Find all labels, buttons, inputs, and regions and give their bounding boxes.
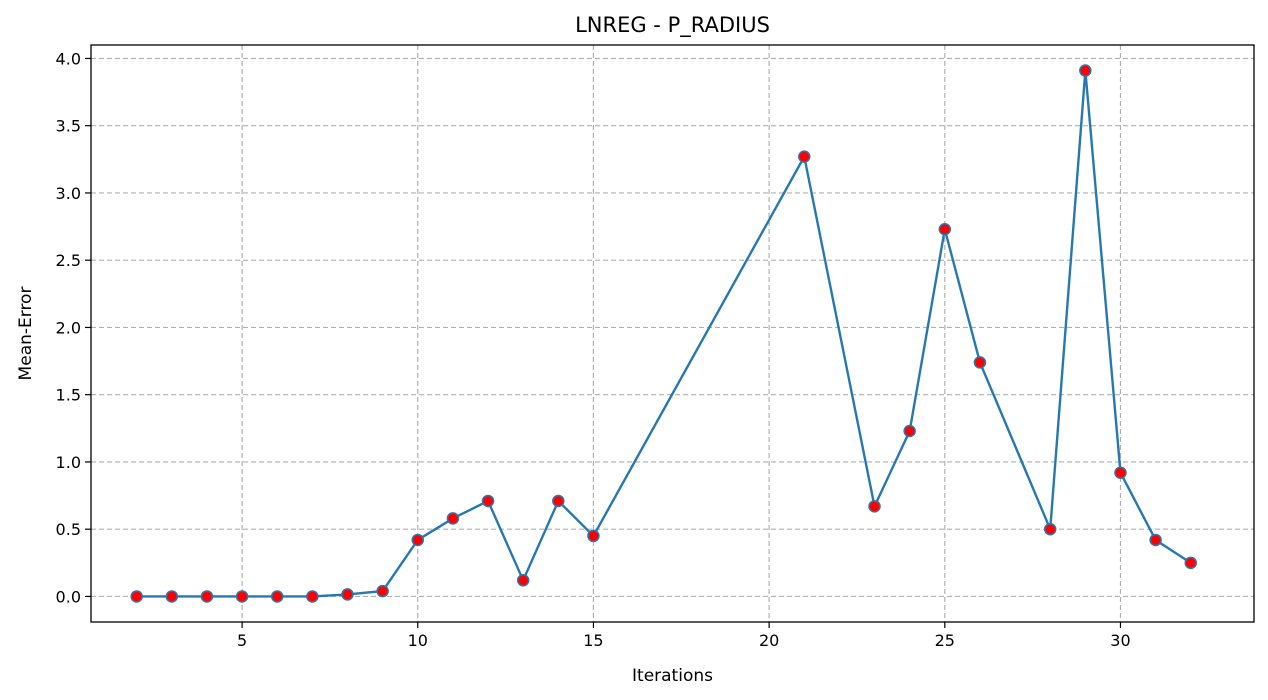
x-axis-title: Iterations	[632, 666, 713, 686]
data-point	[446, 512, 460, 525]
y-tick-label: 3.5	[56, 117, 81, 136]
x-tick-label: 10	[408, 631, 428, 650]
data-point	[798, 150, 811, 163]
y-tick-label: 3.0	[56, 184, 81, 203]
x-tick-label: 5	[237, 631, 247, 650]
y-tick-label: 1.5	[56, 386, 81, 405]
data-point	[165, 590, 179, 603]
data-point	[481, 494, 495, 508]
data-point	[552, 494, 565, 508]
data-point	[1079, 64, 1092, 77]
data-point	[376, 584, 389, 598]
data-point	[587, 529, 600, 543]
y-tick-label: 4.0	[56, 49, 81, 68]
y-tick-label: 0.0	[56, 587, 81, 606]
chart-title: LNREG - P_RADIUS	[575, 13, 770, 38]
data-point	[868, 500, 881, 513]
data-point	[1043, 522, 1057, 536]
data-point	[973, 356, 987, 369]
data-point	[516, 574, 530, 587]
data-point	[306, 590, 319, 603]
data-point	[1149, 533, 1162, 547]
data-point	[235, 590, 249, 603]
y-tick-label: 2.5	[56, 251, 81, 270]
data-point	[938, 223, 952, 236]
data-point	[200, 590, 214, 603]
x-tick-label: 30	[1110, 631, 1130, 650]
y-tick-label: 2.0	[56, 318, 81, 337]
plot-frame	[90, 44, 1255, 623]
series-layer	[130, 64, 1198, 603]
x-tick-label: 20	[759, 631, 779, 650]
y-axis-title: Mean-Error	[16, 287, 36, 381]
y-tick-label: 1.0	[56, 453, 81, 472]
y-tick-label: 0.5	[56, 520, 81, 539]
x-tick-label: 25	[935, 631, 955, 650]
data-point	[341, 588, 354, 601]
data-point	[411, 533, 425, 547]
data-point	[1184, 556, 1198, 570]
data-point	[1114, 466, 1127, 479]
x-tick-label: 15	[583, 631, 603, 650]
series-line	[136, 69, 1192, 598]
data-point	[270, 590, 284, 603]
data-point	[903, 424, 916, 438]
data-point	[130, 590, 143, 603]
axes-ticks: 5 10 15 20 25 30 0.0 0.5 1.0 1.5 2.0 2.5 3.0 3.5 4.0	[56, 49, 1131, 650]
